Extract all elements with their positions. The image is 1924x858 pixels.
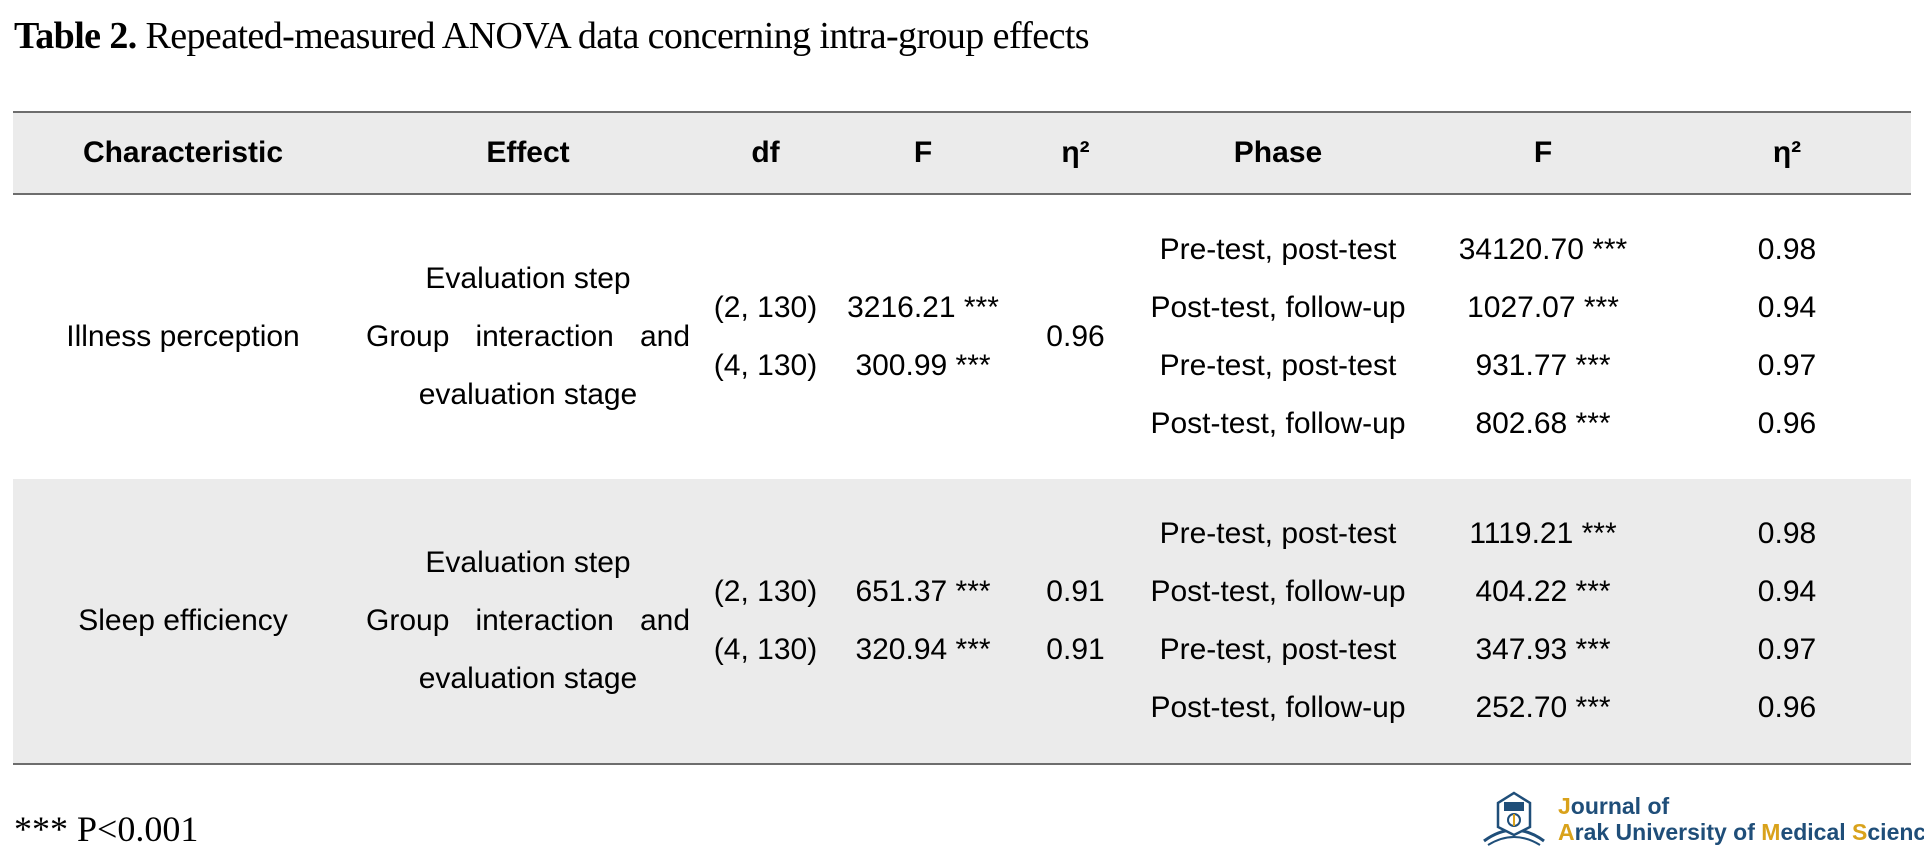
phase-f-value: 404.22 *** (1475, 575, 1611, 608)
logo-text-part: edical (1780, 819, 1853, 845)
phase-value: Pre-test, post-test (1159, 233, 1397, 266)
phase-value: Pre-test, post-test (1159, 349, 1397, 382)
phase-f-value: 931.77 *** (1475, 349, 1611, 382)
table-caption: Table 2. Repeated-measured ANOVA data co… (14, 14, 1090, 58)
phase-f-value: 1119.21 *** (1469, 517, 1617, 550)
table-header-row: Characteristic Effect df F η² Phase F η² (13, 111, 1911, 195)
phase-f-cell: 34120.70 *** 1027.07 *** 931.77 *** 802.… (1423, 194, 1663, 479)
journal-logo-line-2: Arak University of Medical Sciences (1558, 819, 1924, 845)
phase-eta-squared-value: 0.98 (1757, 517, 1817, 550)
journal-logo-text: Journal of Arak University of Medical Sc… (1558, 793, 1924, 845)
f-value: 300.99 *** (855, 349, 991, 382)
phase-eta-squared-cell: 0.98 0.94 0.97 0.96 (1663, 479, 1911, 765)
f-value: 3216.21 *** (847, 291, 999, 324)
logo-accent-letter: A (1558, 819, 1575, 845)
header-phase-f: F (1423, 111, 1663, 195)
df-value: (4, 130) (713, 633, 818, 666)
phase-eta-squared-value: 0.97 (1757, 349, 1817, 382)
eta-squared-value: 0.96 (1046, 320, 1105, 353)
phase-eta-squared-value: 0.97 (1757, 633, 1817, 666)
phase-f-value: 347.93 *** (1475, 633, 1611, 666)
phase-value: Post-test, follow-up (1150, 691, 1406, 724)
effect-cell: Evaluation step Group interaction and ev… (353, 479, 703, 765)
characteristic-cell: Illness perception (66, 320, 300, 353)
f-value: 651.37 *** (855, 575, 991, 608)
phase-eta-squared-value: 0.94 (1757, 291, 1817, 324)
phase-cell: Pre-test, post-test Post-test, follow-up… (1133, 479, 1423, 765)
phase-eta-squared-value: 0.96 (1757, 407, 1817, 440)
effect-line: Evaluation step (425, 546, 631, 579)
eta-squared-cell: 0.91 0.91 (1018, 479, 1133, 765)
journal-logo: Journal of Arak University of Medical Sc… (1478, 788, 1924, 850)
phase-f-value: 252.70 *** (1475, 691, 1611, 724)
logo-text-part: rak University of (1574, 819, 1762, 845)
phase-value: Pre-test, post-test (1159, 517, 1397, 550)
header-characteristic: Characteristic (13, 111, 353, 195)
header-f: F (828, 111, 1018, 195)
header-effect: Effect (353, 111, 703, 195)
effect-line: Group interaction and (366, 604, 690, 637)
phase-f-cell: 1119.21 *** 404.22 *** 347.93 *** 252.70… (1423, 479, 1663, 765)
phase-eta-squared-value: 0.96 (1757, 691, 1817, 724)
df-cell: (2, 130) (4, 130) (703, 479, 828, 765)
logo-text-part: ciences (1867, 819, 1924, 845)
header-phase-eta-squared: η² (1663, 111, 1911, 195)
header-eta-squared: η² (1018, 111, 1133, 195)
eta-squared-value: 0.91 (1046, 633, 1105, 666)
effect-cell: Evaluation step Group interaction and ev… (353, 194, 703, 479)
phase-value: Post-test, follow-up (1150, 575, 1406, 608)
eta-squared-cell: 0.96 (1018, 194, 1133, 479)
phase-f-value: 34120.70 *** (1458, 233, 1628, 266)
phase-value: Post-test, follow-up (1150, 407, 1406, 440)
f-cell: 3216.21 *** 300.99 *** (828, 194, 1018, 479)
df-value: (2, 130) (713, 291, 818, 324)
journal-crest-icon (1483, 791, 1545, 846)
phase-f-value: 802.68 *** (1475, 407, 1611, 440)
effect-line: Group interaction and (366, 320, 690, 353)
effect-line: evaluation stage (418, 662, 638, 695)
journal-logo-line-1: Journal of (1558, 793, 1924, 819)
characteristic-cell: Sleep efficiency (13, 479, 353, 765)
phase-eta-squared-cell: 0.98 0.94 0.97 0.96 (1663, 194, 1911, 479)
eta-squared-value: 0.91 (1046, 575, 1105, 608)
logo-accent-letter: S (1852, 819, 1868, 845)
phase-cell: Pre-test, post-test Post-test, follow-up… (1133, 194, 1423, 479)
effect-line: Evaluation step (425, 262, 631, 295)
effect-line: evaluation stage (418, 378, 638, 411)
phase-f-value: 1027.07 *** (1467, 291, 1619, 324)
df-value: (4, 130) (713, 349, 818, 382)
f-cell: 651.37 *** 320.94 *** (828, 479, 1018, 765)
phase-eta-squared-value: 0.94 (1757, 575, 1817, 608)
f-value: 320.94 *** (855, 633, 991, 666)
header-phase: Phase (1133, 111, 1423, 195)
anova-table: Characteristic Effect df F η² Phase F η²… (13, 111, 1911, 765)
phase-value: Post-test, follow-up (1150, 291, 1406, 324)
table-row-sleep-efficiency: Sleep efficiency Evaluation step Group i… (13, 479, 1911, 765)
phase-eta-squared-value: 0.98 (1757, 233, 1817, 266)
df-value: (2, 130) (713, 575, 818, 608)
header-df: df (703, 111, 828, 195)
table-footnote: *** P<0.001 (14, 809, 199, 849)
logo-text-part: ournal of (1570, 793, 1670, 819)
df-cell: (2, 130) (4, 130) (703, 194, 828, 479)
logo-accent-letter: J (1558, 793, 1571, 819)
logo-accent-letter: M (1761, 819, 1781, 845)
phase-value: Pre-test, post-test (1159, 633, 1397, 666)
table-caption-label: Table 2. (14, 15, 137, 57)
table-caption-text: Repeated-measured ANOVA data concerning … (136, 15, 1090, 57)
table-row-illness-perception: Illness perception Evaluation step Group… (13, 194, 1911, 479)
